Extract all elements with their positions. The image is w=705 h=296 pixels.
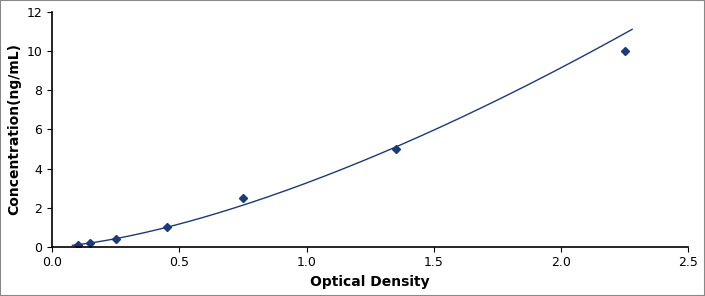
- Y-axis label: Concentration(ng/mL): Concentration(ng/mL): [7, 43, 21, 215]
- X-axis label: Optical Density: Optical Density: [310, 275, 430, 289]
